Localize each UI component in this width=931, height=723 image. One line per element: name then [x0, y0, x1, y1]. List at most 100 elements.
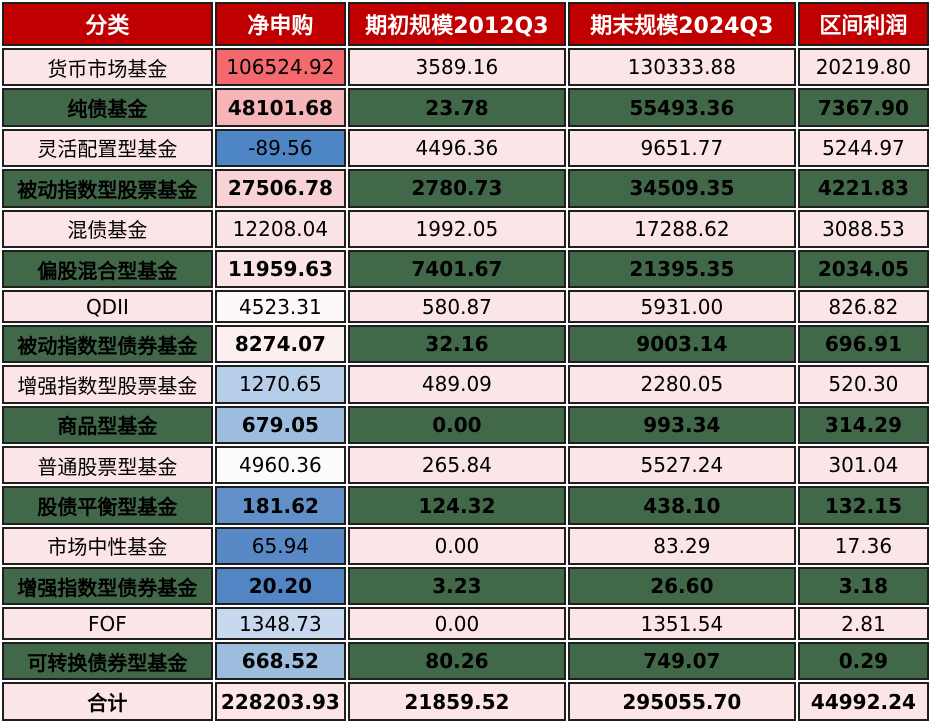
end-scale-cell: 9651.77	[567, 128, 796, 168]
table-row: 普通股票型基金 4960.36 265.84 5527.24 301.04	[2, 445, 929, 485]
profit-cell: 17.36	[797, 526, 929, 566]
category-cell: 增强指数型债券基金	[2, 567, 213, 606]
table-row: 被动指数型股票基金 27506.78 2780.73 34509.35 4221.83	[2, 169, 929, 208]
net-subscription-cell: 4523.31	[214, 290, 346, 323]
profit-cell: 7367.90	[797, 88, 929, 127]
profit-cell: 0.29	[797, 642, 929, 681]
net-subscription-cell: -89.56	[214, 128, 346, 168]
start-scale-cell: 0.00	[347, 405, 566, 444]
end-scale-cell: 5527.24	[567, 445, 796, 485]
net-subscription-cell: 1270.65	[214, 365, 346, 404]
profit-cell: 20219.80	[797, 48, 929, 87]
table-row: 增强指数型债券基金 20.20 3.23 26.60 3.18	[2, 567, 929, 606]
total-row: 合计 228203.93 21859.52 295055.70 44992.24	[2, 682, 929, 721]
start-scale-cell: 2780.73	[347, 169, 566, 208]
category-cell: 普通股票型基金	[2, 445, 213, 485]
profit-cell: 3.18	[797, 567, 929, 606]
category-cell: 商品型基金	[2, 405, 213, 444]
end-scale-cell: 55493.36	[567, 88, 796, 127]
table-row: 股债平衡型基金 181.62 124.32 438.10 132.15	[2, 486, 929, 525]
category-cell: 灵活配置型基金	[2, 128, 213, 168]
start-scale-cell: 4496.36	[347, 128, 566, 168]
start-scale-cell: 489.09	[347, 365, 566, 404]
profit-cell: 4221.83	[797, 169, 929, 208]
category-cell: 增强指数型股票基金	[2, 365, 213, 404]
table-row: 被动指数型债券基金 8274.07 32.16 9003.14 696.91	[2, 324, 929, 364]
category-cell: 偏股混合型基金	[2, 249, 213, 289]
column-header-start-scale: 期初规模2012Q3	[347, 2, 566, 46]
start-scale-cell: 124.32	[347, 486, 566, 525]
profit-cell: 2.81	[797, 607, 929, 640]
profit-cell: 5244.97	[797, 128, 929, 168]
net-subscription-cell: 12208.04	[214, 209, 346, 248]
end-scale-cell: 749.07	[567, 642, 796, 681]
category-cell: FOF	[2, 607, 213, 640]
profit-cell: 520.30	[797, 365, 929, 404]
category-cell: 被动指数型债券基金	[2, 324, 213, 364]
start-scale-cell: 32.16	[347, 324, 566, 364]
end-scale-cell: 17288.62	[567, 209, 796, 248]
table-body: 货币市场基金 106524.92 3589.16 130333.88 20219.80 纯…	[2, 48, 929, 721]
column-header-category: 分类	[2, 2, 213, 46]
table-row: QDII 4523.31 580.87 5931.00 826.82	[2, 290, 929, 323]
net-subscription-cell: 11959.63	[214, 249, 346, 289]
end-scale-cell: 9003.14	[567, 324, 796, 364]
table-row: FOF 1348.73 0.00 1351.54 2.81	[2, 607, 929, 640]
category-cell: 可转换债券型基金	[2, 642, 213, 681]
net-subscription-cell: 20.20	[214, 567, 346, 606]
end-scale-cell: 993.34	[567, 405, 796, 444]
end-scale-cell: 21395.35	[567, 249, 796, 289]
category-cell: 股债平衡型基金	[2, 486, 213, 525]
table-row: 市场中性基金 65.94 0.00 83.29 17.36	[2, 526, 929, 566]
start-scale-cell: 23.78	[347, 88, 566, 127]
net-subscription-cell: 181.62	[214, 486, 346, 525]
table-row: 可转换债券型基金 668.52 80.26 749.07 0.29	[2, 642, 929, 681]
start-scale-cell: 0.00	[347, 607, 566, 640]
profit-cell: 44992.24	[797, 682, 929, 721]
end-scale-cell: 438.10	[567, 486, 796, 525]
end-scale-cell: 5931.00	[567, 290, 796, 323]
end-scale-cell: 83.29	[567, 526, 796, 566]
start-scale-cell: 3589.16	[347, 48, 566, 87]
end-scale-cell: 34509.35	[567, 169, 796, 208]
category-cell: 纯债基金	[2, 88, 213, 127]
table-row: 偏股混合型基金 11959.63 7401.67 21395.35 2034.05	[2, 249, 929, 289]
table-row: 商品型基金 679.05 0.00 993.34 314.29	[2, 405, 929, 444]
start-scale-cell: 3.23	[347, 567, 566, 606]
category-cell: 被动指数型股票基金	[2, 169, 213, 208]
table-row: 混债基金 12208.04 1992.05 17288.62 3088.53	[2, 209, 929, 248]
net-subscription-cell: 668.52	[214, 642, 346, 681]
start-scale-cell: 580.87	[347, 290, 566, 323]
start-scale-cell: 265.84	[347, 445, 566, 485]
profit-cell: 314.29	[797, 405, 929, 444]
table-row: 货币市场基金 106524.92 3589.16 130333.88 20219.80	[2, 48, 929, 87]
net-subscription-cell: 27506.78	[214, 169, 346, 208]
end-scale-cell: 295055.70	[567, 682, 796, 721]
net-subscription-cell: 4960.36	[214, 445, 346, 485]
column-header-profit: 区间利润	[797, 2, 929, 46]
profit-cell: 2034.05	[797, 249, 929, 289]
category-cell: 合计	[2, 682, 213, 721]
end-scale-cell: 2280.05	[567, 365, 796, 404]
end-scale-cell: 26.60	[567, 567, 796, 606]
start-scale-cell: 80.26	[347, 642, 566, 681]
net-subscription-cell: 106524.92	[214, 48, 346, 87]
table-row: 灵活配置型基金 -89.56 4496.36 9651.77 5244.97	[2, 128, 929, 168]
start-scale-cell: 21859.52	[347, 682, 566, 721]
net-subscription-cell: 1348.73	[214, 607, 346, 640]
start-scale-cell: 0.00	[347, 526, 566, 566]
category-cell: QDII	[2, 290, 213, 323]
table-row: 增强指数型股票基金 1270.65 489.09 2280.05 520.30	[2, 365, 929, 404]
profit-cell: 826.82	[797, 290, 929, 323]
net-subscription-cell: 228203.93	[214, 682, 346, 721]
table-row: 纯债基金 48101.68 23.78 55493.36 7367.90	[2, 88, 929, 127]
net-subscription-cell: 48101.68	[214, 88, 346, 127]
end-scale-cell: 130333.88	[567, 48, 796, 87]
category-cell: 货币市场基金	[2, 48, 213, 87]
end-scale-cell: 1351.54	[567, 607, 796, 640]
profit-cell: 132.15	[797, 486, 929, 525]
category-cell: 混债基金	[2, 209, 213, 248]
start-scale-cell: 7401.67	[347, 249, 566, 289]
